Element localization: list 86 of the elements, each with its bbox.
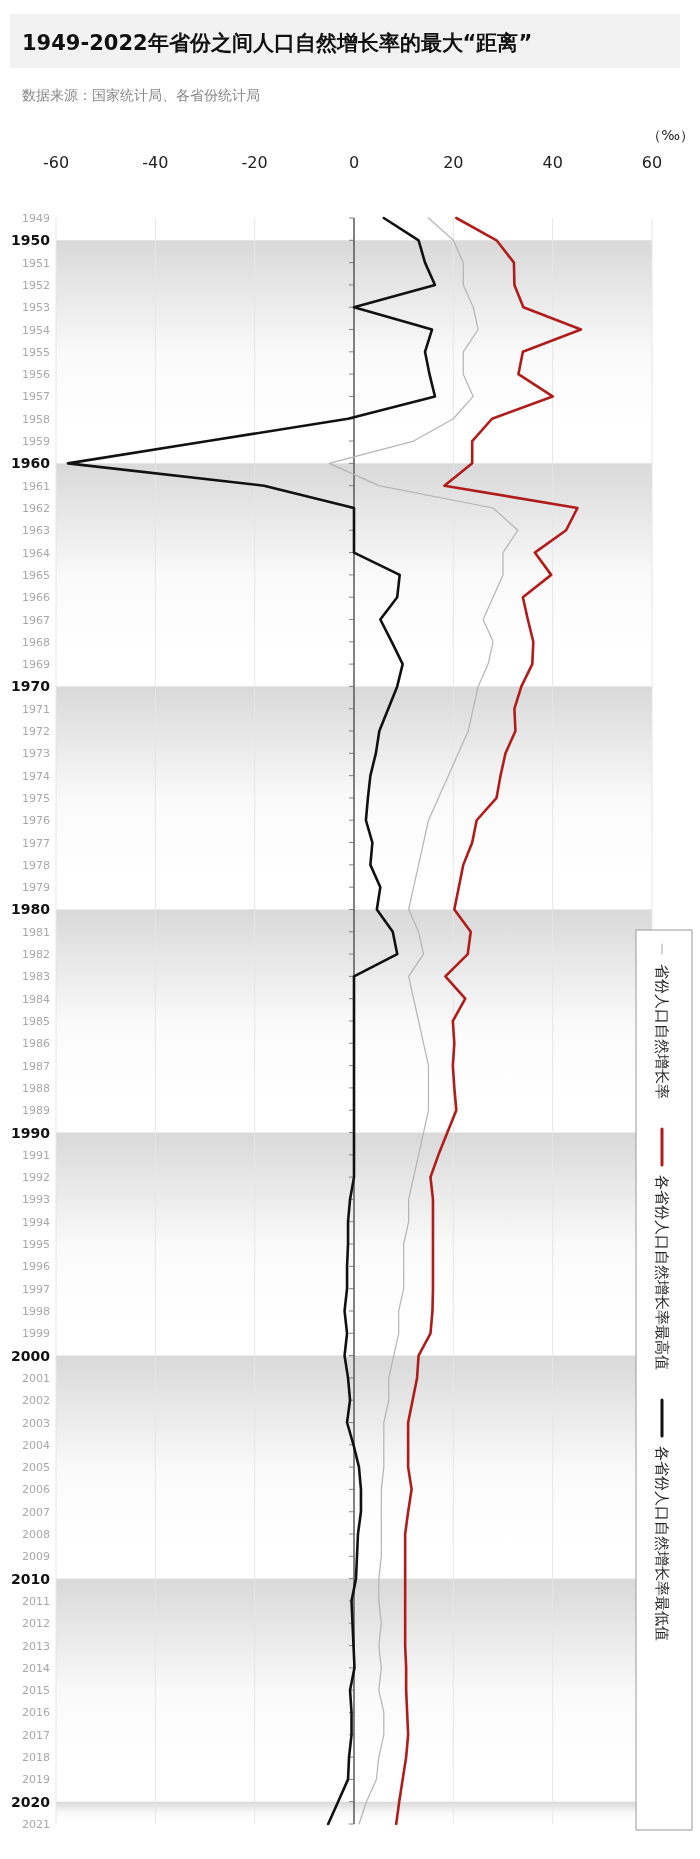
y-tick-label: 2015 [22, 1684, 50, 1698]
y-tick-label: 1951 [22, 256, 50, 270]
legend-label: 省份人口自然增长率 [653, 964, 671, 1099]
y-tick-label: 1972 [22, 725, 50, 739]
y-tick-label: 1977 [22, 836, 50, 850]
y-tick-label: 1963 [22, 524, 50, 538]
y-tick-label: 1952 [22, 278, 50, 292]
x-tick-label: 40 [542, 153, 563, 172]
y-tick-label: 2004 [22, 1438, 50, 1452]
y-tick-label: 1973 [22, 747, 50, 761]
y-tick-label: 1965 [22, 568, 50, 582]
x-tick-label: 60 [641, 153, 663, 172]
x-tick-label: -40 [142, 153, 169, 172]
y-tick-label: 2018 [22, 1751, 50, 1765]
y-tick-label: 1968 [22, 635, 50, 649]
y-tick-label: 1979 [22, 881, 50, 895]
legend-label: 各省份人口自然增长率最低值 [653, 1446, 671, 1641]
y-tick-label: 1985 [22, 1015, 50, 1028]
x-axis-title: （‰） [647, 127, 694, 143]
y-tick-label: 2002 [22, 1394, 50, 1408]
y-tick-label: 1953 [22, 301, 50, 315]
y-tick-label: 1998 [22, 1304, 50, 1318]
y-tick-label: 1978 [22, 858, 50, 872]
y-tick-label: 2000 [11, 1347, 51, 1364]
y-tick-label: 1981 [22, 925, 50, 939]
y-tick-label: 2011 [22, 1594, 50, 1608]
y-tick-label: 1982 [22, 948, 50, 962]
y-tick-label: 1994 [22, 1215, 50, 1229]
y-tick-label: 1989 [22, 1104, 50, 1118]
y-tick-label: 1975 [22, 791, 50, 805]
y-tick-label: 1950 [11, 232, 51, 249]
y-tick-label: 2019 [22, 1773, 50, 1787]
y-tick-label: 1993 [22, 1193, 50, 1207]
y-tick-label: 1999 [22, 1327, 50, 1341]
x-tick-label: 20 [443, 153, 464, 172]
y-tick-label: 1955 [22, 345, 50, 359]
y-tick-label: 2021 [22, 1818, 50, 1831]
y-tick-label: 1949 [22, 212, 50, 225]
y-tick-label: 1969 [22, 658, 50, 672]
y-tick-label: 2016 [22, 1706, 50, 1720]
y-tick-label: 2007 [22, 1505, 50, 1519]
y-tick-label: 1980 [11, 901, 51, 918]
y-tick-label: 1960 [11, 455, 51, 472]
y-tick-label: 1957 [22, 390, 50, 404]
y-tick-label: 1967 [22, 613, 50, 627]
y-tick-label: 1991 [22, 1148, 50, 1162]
y-tick-label: 2020 [11, 1793, 51, 1810]
y-tick-label: 2003 [22, 1416, 50, 1430]
y-tick-label: 2001 [22, 1371, 50, 1385]
x-tick-label: -20 [241, 153, 268, 172]
y-tick-label: 1984 [22, 992, 50, 1006]
y-tick-label: 1971 [22, 702, 50, 716]
y-tick-label: 2014 [22, 1661, 50, 1675]
y-tick-label: 1990 [11, 1124, 51, 1141]
y-tick-label: 1966 [22, 591, 50, 605]
y-tick-label: 2009 [22, 1550, 50, 1564]
y-tick-label: 1995 [22, 1238, 50, 1252]
legend-label: 各省份人口自然增长率最高值 [653, 1175, 671, 1370]
y-tick-label: 2013 [22, 1639, 50, 1653]
y-tick-label: 1961 [22, 479, 50, 493]
y-tick-label: 1958 [22, 412, 50, 426]
x-tick-label: -60 [42, 153, 70, 172]
y-tick-label: 2008 [22, 1528, 50, 1542]
chart-title: 1949-2022年省份之间人口自然增长率的最大“距离” [22, 31, 533, 55]
y-tick-label: 2006 [22, 1483, 50, 1497]
y-tick-label: 2012 [22, 1617, 50, 1631]
y-tick-label: 1962 [22, 501, 50, 515]
y-tick-label: 1956 [22, 368, 50, 382]
y-tick-label: 1997 [22, 1282, 50, 1296]
x-tick-label: 0 [348, 153, 360, 172]
y-tick-label: 1964 [22, 546, 50, 560]
y-tick-label: 2005 [22, 1461, 50, 1475]
y-tick-label: 2017 [22, 1728, 50, 1742]
y-tick-label: 1988 [22, 1081, 50, 1095]
y-tick-label: 1970 [11, 678, 51, 695]
y-tick-label: 1976 [22, 814, 50, 828]
y-tick-label: 1986 [22, 1037, 50, 1051]
y-tick-label: 2010 [11, 1570, 51, 1587]
y-tick-label: 1974 [22, 769, 50, 783]
y-tick-label: 1987 [22, 1059, 50, 1073]
source-note: 数据来源：国家统计局、各省份统计局 [22, 87, 260, 103]
y-tick-label: 1996 [22, 1260, 50, 1274]
y-tick-label: 1954 [22, 323, 50, 337]
y-tick-label: 1992 [22, 1171, 50, 1185]
y-tick-label: 1983 [22, 970, 50, 984]
y-tick-label: 1959 [22, 435, 50, 449]
